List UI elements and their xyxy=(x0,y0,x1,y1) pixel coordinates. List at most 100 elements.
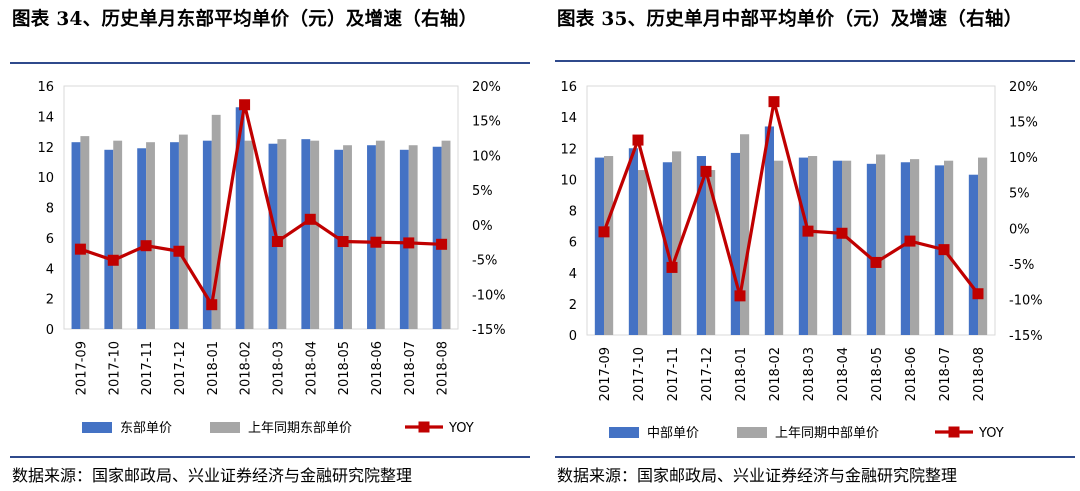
legend-label-line: YOY xyxy=(448,421,474,436)
y-tick-label-right: 5% xyxy=(472,184,493,199)
y-tick-label-right: -10% xyxy=(1009,293,1043,308)
bar-prior-year xyxy=(910,159,920,335)
bar-prior-year xyxy=(375,140,385,329)
yoy-marker xyxy=(337,236,349,248)
y-tick-label-right: 20% xyxy=(472,80,501,95)
y-tick-label-left: 12 xyxy=(560,142,577,157)
bar-current xyxy=(432,146,442,329)
y-tick-label-right: -5% xyxy=(1009,258,1034,273)
bar-prior-year xyxy=(146,142,155,329)
x-tick-label: 2017-09 xyxy=(74,341,89,395)
bar-prior-year xyxy=(808,156,818,335)
yoy-marker xyxy=(802,225,814,237)
top-rule xyxy=(10,62,530,64)
bar-current xyxy=(235,107,245,329)
bar-prior-year xyxy=(706,170,716,335)
y-tick-label-left: 10 xyxy=(560,173,577,188)
y-tick-label-right: 0% xyxy=(1009,222,1030,237)
yoy-marker xyxy=(140,240,152,252)
bar-current xyxy=(866,163,876,335)
yoy-marker xyxy=(734,290,746,302)
y-tick-label-left: 6 xyxy=(569,236,577,251)
chart-svg: 16 14 12 10 8 6 4 2 0 20% 15% 10% 5% 0% -5% -10% -15% 201… xyxy=(37,80,506,436)
yoy-line xyxy=(602,101,980,297)
bar-current xyxy=(71,142,81,329)
bar-current xyxy=(968,174,978,335)
chart-panel-east: 图表 34、历史单月东部平均单价（元）及增速（右轴） 16 14 12 10 8 6 4 2 0… xyxy=(0,0,530,491)
y-tick-label-right: 20% xyxy=(1009,80,1038,95)
bar-current xyxy=(764,126,774,336)
x-tick-label: 2018-06 xyxy=(904,347,919,401)
y-tick-label-left: 0 xyxy=(569,329,577,344)
x-tick-label: 2018-02 xyxy=(768,347,783,401)
legend-swatch-marker xyxy=(948,426,960,438)
y-tick-label-right: -15% xyxy=(472,323,506,338)
x-tick-label: 2018-05 xyxy=(870,347,885,401)
bar-current xyxy=(900,162,910,335)
legend-label-current: 东部单价 xyxy=(120,421,172,436)
x-tick-label: 2017-10 xyxy=(632,347,647,401)
source-note: 数据来源：国家邮政局、兴业证券经济与金融研究院整理 xyxy=(557,466,958,485)
bar-prior-year xyxy=(178,134,188,329)
bar-current xyxy=(202,140,212,329)
bottom-rule xyxy=(10,456,530,458)
yoy-marker xyxy=(271,236,283,248)
yoy-marker xyxy=(632,134,644,146)
y-tick-label-left: 10 xyxy=(37,171,54,186)
y-tick-label-left: 6 xyxy=(46,232,54,247)
yoy-marker xyxy=(370,236,382,248)
legend-swatch-prior xyxy=(737,427,767,438)
y-tick-label-left: 16 xyxy=(37,80,54,95)
legend-swatch-current xyxy=(82,422,112,433)
chart-panel-central: 图表 35、历史单月中部平均单价（元）及增速（右轴） 16 14 12 10 8 6 4 2 0… xyxy=(545,0,1075,491)
bar-current xyxy=(832,160,842,335)
bar-prior-year xyxy=(638,170,648,335)
x-tick-label: 2017-11 xyxy=(140,341,155,395)
bar-current xyxy=(137,148,147,329)
yoy-marker xyxy=(206,299,218,311)
y-tick-label-left: 14 xyxy=(37,110,54,125)
y-tick-label-right: 10% xyxy=(1009,151,1038,166)
yoy-marker xyxy=(173,245,185,257)
legend-swatch-prior xyxy=(210,422,240,433)
x-tick-label: 2018-04 xyxy=(836,347,851,401)
y-tick-label-left: 0 xyxy=(46,323,54,338)
bar-prior-year xyxy=(211,114,221,329)
y-tick-label-left: 4 xyxy=(569,267,577,282)
yoy-marker xyxy=(107,254,119,266)
x-tick-label: 2018-07 xyxy=(938,347,953,401)
y-tick-label-right: 15% xyxy=(1009,116,1038,131)
x-tick-label: 2018-08 xyxy=(972,347,987,401)
bar-current xyxy=(628,148,638,335)
bar-prior-year xyxy=(740,134,750,335)
bar-prior-year xyxy=(672,151,682,335)
x-tick-label: 2018-05 xyxy=(337,341,352,395)
bar-prior-year xyxy=(80,136,90,329)
legend-swatch-current xyxy=(609,427,639,438)
bar-prior-year xyxy=(408,145,418,329)
x-tick-label: 2018-07 xyxy=(403,341,418,395)
bar-current xyxy=(594,157,604,335)
y-tick-label-left: 8 xyxy=(569,205,577,220)
bar-prior-year xyxy=(310,140,320,329)
bar-current xyxy=(730,152,740,335)
y-tick-label-left: 8 xyxy=(46,202,54,217)
yoy-marker xyxy=(836,227,848,239)
yoy-line xyxy=(79,104,442,310)
y-tick-label-right: 15% xyxy=(472,115,501,130)
y-tick-label-right: -10% xyxy=(472,288,506,303)
legend-label-line: YOY xyxy=(978,426,1004,441)
y-tick-label-right: 10% xyxy=(472,149,501,164)
yoy-marker xyxy=(870,256,882,268)
x-tick-label: 2018-03 xyxy=(271,341,286,395)
bar-current xyxy=(798,157,808,335)
y-tick-label-left: 2 xyxy=(46,293,54,308)
chart-svg: 16 14 12 10 8 6 4 2 0 20% 15% 10% 5% 0% -5% -10% -15% 201… xyxy=(560,80,1043,441)
top-rule xyxy=(555,60,1075,62)
source-note: 数据来源：国家邮政局、兴业证券经济与金融研究院整理 xyxy=(12,466,413,485)
x-tick-label: 2018-01 xyxy=(734,347,749,401)
x-tick-label: 2018-04 xyxy=(304,341,319,395)
x-tick-label: 2017-11 xyxy=(666,347,681,401)
x-tick-label: 2018-02 xyxy=(239,341,254,395)
bar-prior-year xyxy=(244,140,254,329)
